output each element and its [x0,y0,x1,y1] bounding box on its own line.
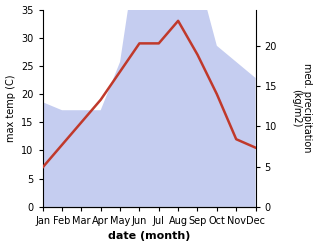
X-axis label: date (month): date (month) [108,231,190,242]
Y-axis label: med. precipitation
(kg/m2): med. precipitation (kg/m2) [291,63,313,153]
Y-axis label: max temp (C): max temp (C) [5,74,16,142]
